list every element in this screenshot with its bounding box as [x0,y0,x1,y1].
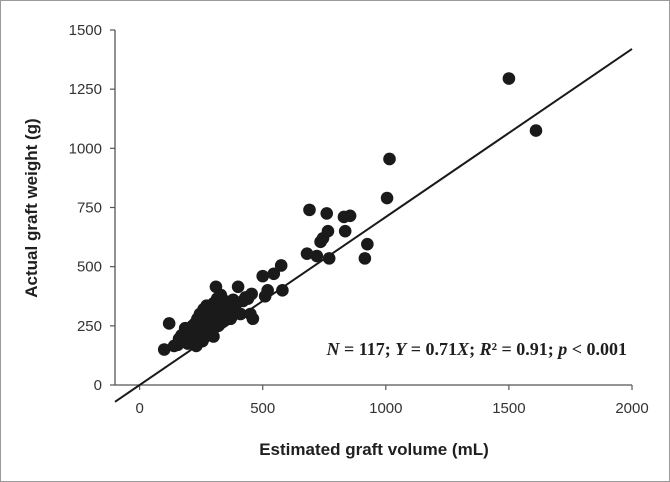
annotation-part: N [326,339,341,359]
annotation-part: = 0.71 [406,339,457,359]
regression-line [114,48,633,403]
data-point [343,209,357,223]
y-tick-label: 0 [94,377,102,394]
y-tick-label: 500 [77,259,102,276]
annotation-part: X [456,339,470,359]
y-tick-label: 750 [77,200,102,217]
data-point [322,252,336,265]
data-point [267,267,281,281]
data-point [321,224,335,238]
y-tick-label: 1250 [69,81,102,98]
y-tick-label: 1000 [69,140,102,157]
annotation-part: p [556,339,567,359]
annotation-part: R [479,339,492,359]
data-point [162,317,176,330]
data-point [274,259,288,272]
y-axis-title: Actual graft weight (g) [22,118,41,297]
data-point [276,284,289,297]
data-point [261,284,274,297]
data-point [529,124,543,137]
x-tick-label: 500 [250,400,275,417]
data-point [245,287,258,301]
data-point [231,280,245,294]
data-point [320,207,334,220]
x-tick-label: 1000 [369,400,402,417]
x-tick-label: 2000 [615,400,648,417]
data-point [303,203,316,217]
data-points [157,72,543,356]
data-point [361,237,374,251]
data-point [310,249,324,263]
data-point [383,152,396,166]
x-axis-title: Estimated graft volume (mL) [259,440,489,459]
data-point [380,191,394,205]
ticks: 0 250 500 750 1000 1250 1500 0 500 1000 1500 2000 [69,22,649,417]
data-point [338,224,352,238]
annotation-part: = 117; [340,339,396,359]
annotation-part: < 0.001 [567,339,627,359]
y-tick-label: 1500 [69,22,102,39]
data-point [502,72,516,85]
x-tick-label: 1500 [492,400,525,417]
y-tick-label: 250 [77,318,102,335]
annotation-part: ; [469,339,480,359]
data-point [246,312,260,326]
data-point [358,252,372,265]
data-point [157,343,171,356]
data-point [300,247,314,260]
regression-line-group [114,48,633,403]
annotation-part: Y [395,339,408,359]
data-point [256,269,270,283]
regression-annotation: N = 117; Y = 0.71X; R² = 0.91; p < 0.001 [326,339,627,359]
annotation-part: ² = 0.91; [492,339,559,359]
x-tick-label: 0 [135,400,143,417]
